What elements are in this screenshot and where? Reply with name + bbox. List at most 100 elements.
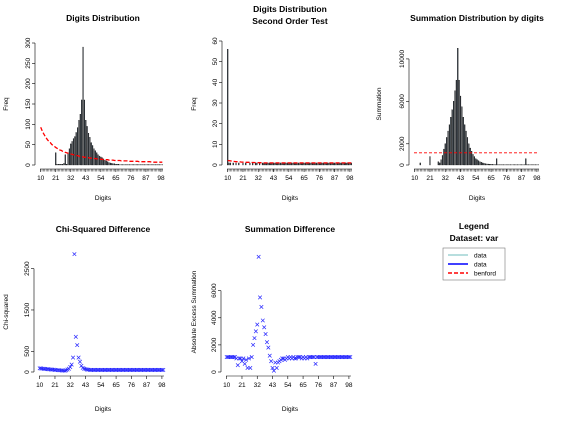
- bar: [111, 163, 112, 165]
- x-tick-label: 65: [112, 175, 120, 182]
- data-point: [264, 332, 268, 336]
- y-axis-label: Freq: [191, 97, 198, 111]
- bar: [473, 154, 474, 165]
- chart-title: Summation Distribution by digits: [410, 13, 544, 23]
- bar: [74, 137, 75, 165]
- bar: [482, 163, 483, 165]
- x-tick-label: 87: [331, 175, 339, 182]
- bar: [88, 133, 89, 165]
- bar: [430, 157, 431, 165]
- bar: [58, 164, 59, 165]
- y-axis-label: Absolute Excess Summation: [191, 270, 198, 353]
- x-axis-label: Digits: [95, 406, 112, 413]
- bar: [62, 164, 63, 165]
- x-tick-label: 43: [82, 175, 90, 182]
- data-point: [262, 325, 266, 329]
- bar: [117, 164, 118, 165]
- bar: [227, 49, 228, 165]
- y-tick-label: 4000: [211, 310, 218, 325]
- panel-digits-distribution: Digits Distribution 05010015020025030010…: [3, 13, 165, 202]
- bar: [110, 163, 111, 165]
- bar: [85, 120, 86, 165]
- bar: [113, 164, 114, 165]
- x-tick-label: 76: [127, 175, 135, 182]
- y-tick-label: 30: [212, 99, 219, 107]
- x-tick-label: 98: [345, 382, 353, 389]
- x-tick-label: 87: [142, 175, 150, 182]
- bar: [475, 159, 476, 165]
- bar: [252, 163, 253, 165]
- y-tick-label: 60: [212, 37, 219, 45]
- bar: [275, 163, 276, 165]
- data-point: [269, 359, 273, 363]
- y-tick-label: 0: [25, 163, 32, 167]
- bar: [311, 163, 312, 165]
- data-point: [243, 362, 247, 366]
- bar: [525, 159, 526, 165]
- bar: [464, 125, 465, 165]
- x-tick-label: 76: [316, 175, 324, 182]
- bar: [230, 163, 231, 165]
- bar: [496, 159, 497, 165]
- bar: [481, 162, 482, 165]
- panel-summation-distribution: Summation Distribution by digits 0200060…: [376, 13, 544, 202]
- bar: [439, 163, 440, 165]
- y-tick-label: 10: [212, 140, 219, 148]
- x-tick-label: 98: [346, 175, 354, 182]
- y-tick-label: 2500: [24, 261, 31, 276]
- bar: [107, 162, 108, 165]
- bar: [76, 132, 77, 165]
- y-axis-label: Freq: [3, 97, 10, 111]
- bar: [450, 117, 451, 165]
- bar: [322, 163, 323, 165]
- bar: [256, 163, 257, 165]
- bar: [329, 163, 330, 165]
- y-axis-label: Chi-squared: [3, 294, 10, 330]
- y-tick-label: 20: [212, 120, 219, 128]
- data-point: [73, 252, 77, 256]
- data-point: [77, 356, 81, 360]
- x-tick-label: 32: [67, 175, 75, 182]
- x-tick-label: 43: [82, 382, 90, 389]
- bar: [442, 155, 443, 165]
- legend-subtitle: Dataset: var: [450, 233, 499, 243]
- bar: [298, 163, 299, 165]
- bar: [105, 160, 106, 165]
- x-tick-label: 21: [426, 175, 434, 182]
- x-tick-label: 54: [97, 382, 105, 389]
- y-tick-label: 50: [25, 141, 32, 149]
- x-tick-label: 98: [158, 382, 166, 389]
- bar: [115, 164, 116, 165]
- bar: [73, 139, 74, 165]
- bar: [460, 96, 461, 165]
- x-tick-label: 65: [300, 175, 308, 182]
- bar: [293, 163, 294, 165]
- data-point: [71, 356, 75, 360]
- y-tick-label: 40: [212, 78, 219, 86]
- x-tick-label: 10: [36, 382, 44, 389]
- bar: [69, 149, 70, 165]
- bar: [443, 149, 444, 165]
- x-axis-label: Digits: [95, 195, 112, 202]
- y-tick-label: 2000: [211, 337, 218, 352]
- bar: [334, 163, 335, 165]
- data-point: [261, 319, 265, 323]
- bar: [484, 163, 485, 165]
- data-point: [254, 330, 258, 334]
- bar: [236, 163, 237, 165]
- x-axis-label: Digits: [282, 406, 299, 413]
- x-tick-label: 65: [112, 382, 120, 389]
- chart-title: Digits Distribution: [253, 4, 327, 14]
- bar: [57, 164, 58, 165]
- bar: [468, 144, 469, 165]
- bar: [456, 80, 457, 165]
- bar: [492, 164, 493, 165]
- x-tick-label: 21: [51, 382, 59, 389]
- x-tick-label: 32: [254, 382, 262, 389]
- bar: [68, 153, 69, 165]
- x-tick-label: 43: [457, 175, 465, 182]
- y-tick-label: 0: [212, 163, 219, 167]
- bar: [462, 107, 463, 165]
